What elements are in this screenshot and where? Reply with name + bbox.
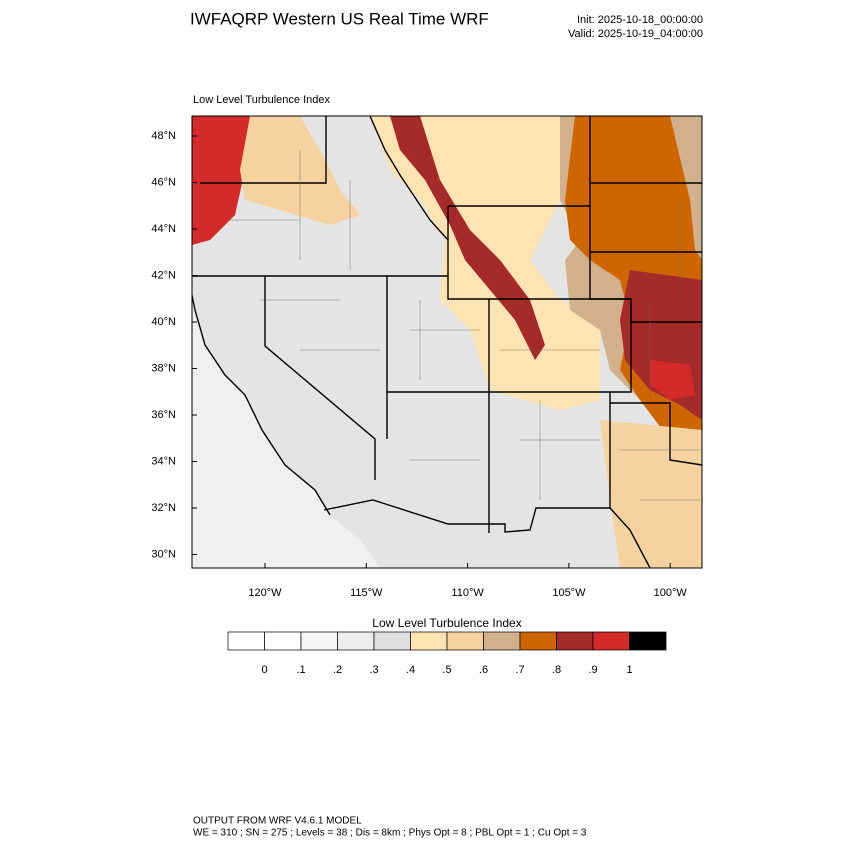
- lon-label: 105°W: [552, 587, 586, 599]
- lat-label: 38°N: [151, 362, 176, 374]
- colorbar-label: .5: [442, 664, 451, 676]
- colorbar-box: [410, 631, 448, 651]
- turbulence-high: [192, 116, 250, 245]
- colorbar-box: [300, 631, 338, 651]
- title: IWFAQRP Western US Real Time WRF: [190, 9, 489, 28]
- lat-label: 44°N: [151, 223, 176, 235]
- colorbar-box: [373, 631, 411, 651]
- turbulence-mid: [600, 420, 702, 568]
- lat-label: 30°N: [151, 548, 176, 560]
- axes: 48°N 46°N 44°N 42°N 40°N 38°N 36°N 34°N 32°N 30°N…: [151, 130, 687, 599]
- lon-label: 110°W: [451, 587, 484, 599]
- lat-label: 46°N: [151, 176, 176, 188]
- colorbar-label: 0: [261, 664, 267, 676]
- valid-time: Valid: 2025-10-19_04:00:00: [568, 28, 703, 40]
- footer-line: OUTPUT FROM WRF V4.6.1 MODEL: [193, 816, 362, 827]
- colorbar-box: [556, 631, 594, 651]
- colorbar-label: .4: [406, 664, 415, 676]
- colorbar-box: [227, 631, 265, 651]
- colorbar-label: .8: [552, 664, 561, 676]
- colorbar-box: [483, 631, 521, 651]
- turbulence-high: [650, 360, 695, 400]
- colorbar-label: .7: [515, 664, 524, 676]
- colorbar-label: .1: [296, 664, 305, 676]
- colorbar-box: [337, 631, 375, 651]
- county-borders: [230, 150, 700, 501]
- lon-label: 100°W: [654, 587, 688, 599]
- lat-label: 32°N: [151, 502, 176, 514]
- lon-label: 120°W: [248, 587, 282, 599]
- colorbar-label: .2: [333, 664, 342, 676]
- colorbar-box: [446, 631, 484, 651]
- colorbar-title: Low Level Turbulence Index: [372, 616, 521, 630]
- footer-line: WE = 310 ; SN = 275 ; Levels = 38 ; Dis …: [193, 828, 587, 839]
- lat-label: 40°N: [151, 316, 176, 328]
- lat-label: 34°N: [151, 455, 176, 467]
- colorbar-label: .9: [588, 664, 597, 676]
- colorbar-box: [592, 631, 630, 651]
- colorbar-box: [629, 631, 667, 651]
- map-subtitle: Low Level Turbulence Index: [193, 94, 330, 106]
- lat-label: 36°N: [151, 409, 176, 421]
- colorbar-label: 1: [626, 664, 632, 676]
- init-time: Init: 2025-10-18_00:00:00: [577, 14, 703, 26]
- state-borders: [192, 116, 702, 568]
- colorbar-box: [264, 631, 302, 651]
- lat-label: 42°N: [151, 269, 176, 281]
- colorbar: 0 .1 .2 .3 .4 .5 .6 .7 .8 .9 1: [227, 631, 667, 676]
- lat-label: 48°N: [151, 130, 176, 142]
- colorbar-label: .3: [369, 664, 378, 676]
- map-frame: [191, 115, 703, 569]
- colorbar-label: .6: [479, 664, 488, 676]
- map: [192, 116, 702, 568]
- lon-label: 115°W: [350, 587, 383, 599]
- colorbar-box: [519, 631, 557, 651]
